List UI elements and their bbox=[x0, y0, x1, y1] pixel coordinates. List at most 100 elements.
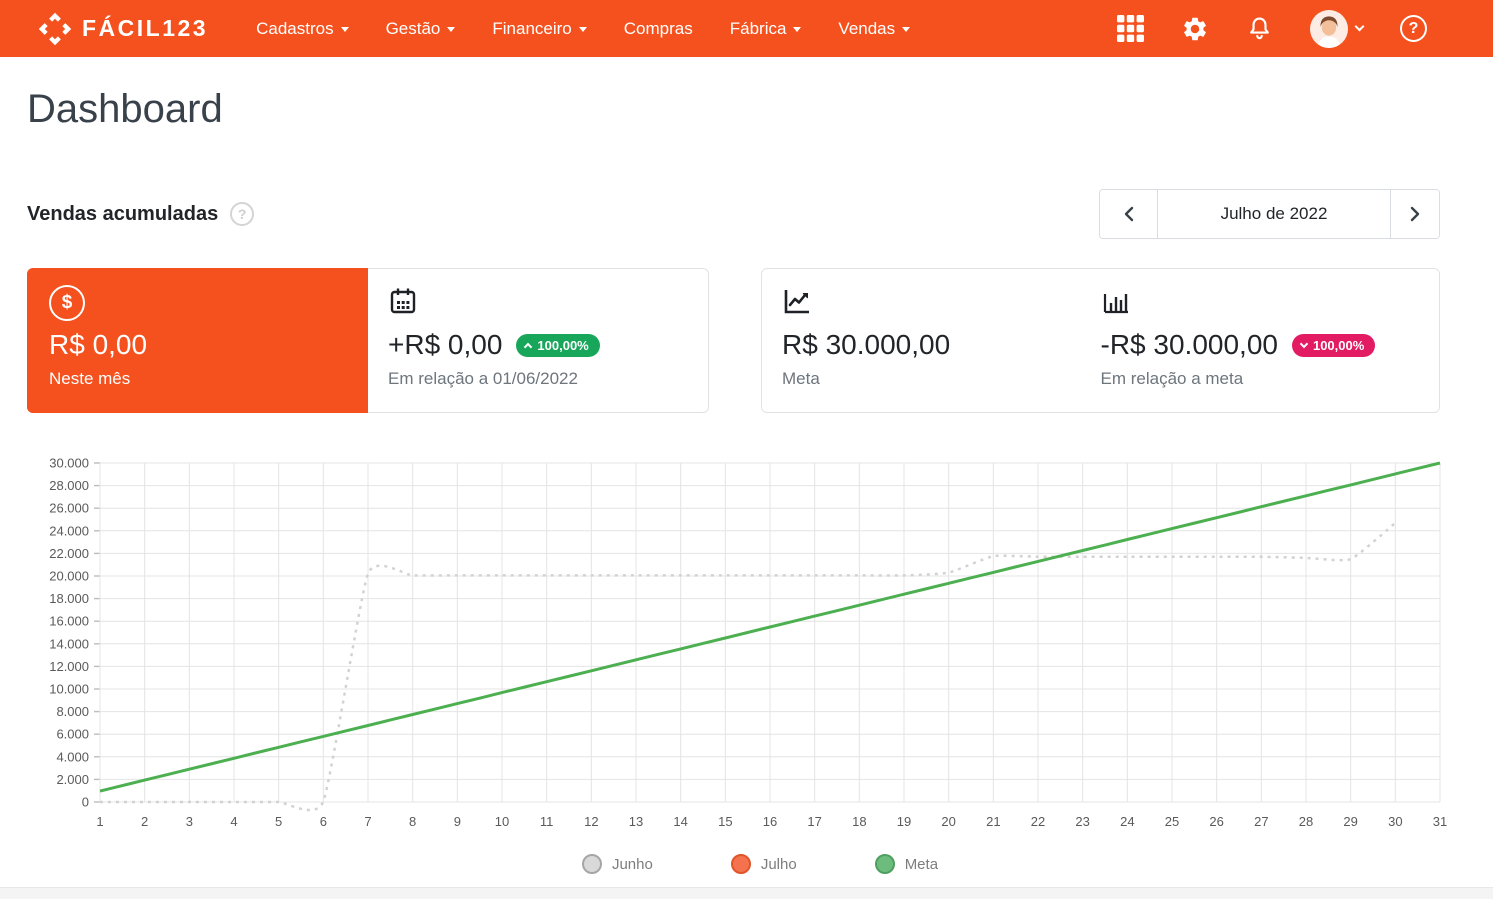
top-navigation-bar: FÁCIL123 Cadastros Gestão Financeiro Com… bbox=[0, 0, 1493, 57]
svg-text:24: 24 bbox=[1120, 814, 1134, 829]
nav-label: Compras bbox=[623, 18, 693, 38]
sales-chart-section: 0 2.000 4.000 6.000 8.000 10.000 12.000 14.000 1… bbox=[27, 447, 1493, 874]
chevron-left-icon bbox=[1124, 206, 1134, 222]
svg-text:18: 18 bbox=[852, 814, 866, 829]
gear-icon[interactable] bbox=[1181, 15, 1209, 43]
svg-text:19: 19 bbox=[897, 814, 911, 829]
top-actions: ? bbox=[1117, 9, 1493, 48]
svg-text:4: 4 bbox=[230, 814, 237, 829]
svg-text:8: 8 bbox=[409, 814, 416, 829]
svg-text:23: 23 bbox=[1075, 814, 1089, 829]
previous-month-button[interactable] bbox=[1100, 190, 1157, 238]
diamond-logo-icon bbox=[38, 12, 72, 46]
vs-goal-metric: -R$ 30.000,00 100,00% Em relação a meta bbox=[1101, 286, 1420, 395]
vs-previous-metric: +R$ 0,00 100,00% Em relação a 01/06/2022 bbox=[368, 269, 708, 412]
chevron-down-icon bbox=[1354, 21, 1365, 32]
nav-item-compras[interactable]: Compras bbox=[624, 19, 693, 39]
section-title: Vendas acumuladas bbox=[27, 202, 219, 225]
svg-text:31: 31 bbox=[1433, 814, 1447, 829]
brand-name: FÁCIL123 bbox=[82, 15, 209, 41]
svg-text:22.000: 22.000 bbox=[49, 546, 89, 561]
svg-text:10: 10 bbox=[495, 814, 509, 829]
svg-text:8.000: 8.000 bbox=[56, 704, 89, 719]
user-menu[interactable] bbox=[1310, 9, 1365, 48]
calendar-icon bbox=[388, 286, 688, 321]
legend-item-julho[interactable]: Julho bbox=[730, 854, 797, 874]
svg-text:20.000: 20.000 bbox=[49, 569, 89, 584]
sales-chart: 0 2.000 4.000 6.000 8.000 10.000 12.000 14.000 1… bbox=[49, 456, 1447, 830]
avatar bbox=[1310, 9, 1348, 48]
nav-item-cadastros[interactable]: Cadastros bbox=[256, 19, 349, 39]
svg-text:18.000: 18.000 bbox=[49, 591, 89, 606]
svg-text:17: 17 bbox=[807, 814, 821, 829]
svg-text:24.000: 24.000 bbox=[49, 523, 89, 538]
period-label[interactable]: Julho de 2022 bbox=[1157, 190, 1391, 238]
legend-label: Junho bbox=[611, 855, 653, 873]
badge-value: 100,00% bbox=[1312, 337, 1365, 353]
goal-label: Meta bbox=[782, 369, 820, 388]
apps-grid-icon[interactable] bbox=[1117, 15, 1144, 42]
nav-item-financeiro[interactable]: Financeiro bbox=[492, 19, 587, 39]
svg-text:2: 2 bbox=[141, 814, 148, 829]
caret-down-icon bbox=[1299, 339, 1309, 348]
bell-icon[interactable] bbox=[1246, 15, 1273, 42]
legend-dot-julho bbox=[730, 854, 751, 874]
svg-text:21: 21 bbox=[986, 814, 1000, 829]
legend-item-meta[interactable]: Meta bbox=[874, 854, 938, 874]
chart-legend: Junho Julho Meta bbox=[27, 854, 1493, 874]
svg-text:30.000: 30.000 bbox=[49, 456, 89, 471]
legend-dot-junho bbox=[581, 854, 602, 874]
svg-text:28: 28 bbox=[1299, 814, 1313, 829]
svg-text:11: 11 bbox=[540, 814, 554, 829]
svg-text:6: 6 bbox=[320, 814, 327, 829]
svg-text:16: 16 bbox=[763, 814, 777, 829]
vs-previous-label: Em relação a 01/06/2022 bbox=[388, 369, 578, 388]
caret-up-icon bbox=[524, 342, 533, 351]
svg-text:4.000: 4.000 bbox=[56, 749, 89, 764]
chevron-down-icon bbox=[447, 27, 456, 32]
svg-text:0: 0 bbox=[82, 795, 89, 810]
svg-text:29: 29 bbox=[1343, 814, 1357, 829]
nav-label: Gestão bbox=[385, 18, 441, 38]
svg-text:25: 25 bbox=[1165, 814, 1179, 829]
svg-text:7: 7 bbox=[364, 814, 371, 829]
legend-dot-meta bbox=[874, 854, 895, 874]
svg-text:12.000: 12.000 bbox=[49, 659, 89, 674]
svg-text:26.000: 26.000 bbox=[49, 501, 89, 516]
badge-value: 100,00% bbox=[537, 337, 589, 353]
line-chart-icon bbox=[782, 286, 1101, 321]
svg-text:26: 26 bbox=[1209, 814, 1223, 829]
legend-label: Julho bbox=[760, 855, 797, 873]
svg-text:10.000: 10.000 bbox=[49, 682, 89, 697]
nav-label: Vendas bbox=[838, 18, 896, 38]
svg-text:28.000: 28.000 bbox=[49, 478, 89, 493]
percent-up-badge: 100,00% bbox=[516, 333, 600, 357]
chevron-down-icon bbox=[340, 27, 349, 32]
nav-item-gestao[interactable]: Gestão bbox=[386, 19, 456, 39]
vs-goal-label: Em relação a meta bbox=[1100, 369, 1244, 388]
main-nav: Cadastros Gestão Financeiro Compras Fábr… bbox=[256, 18, 911, 39]
goal-card: R$ 30.000,00 Meta -R$ 30.000,00 100,00% bbox=[761, 268, 1440, 413]
section-help-icon[interactable]: ? bbox=[230, 202, 255, 226]
chevron-down-icon bbox=[793, 27, 802, 32]
current-month-metric: $ R$ 0,00 Neste mês bbox=[27, 268, 368, 413]
vs-previous-value: +R$ 0,00 bbox=[388, 329, 503, 360]
svg-text:3: 3 bbox=[186, 814, 193, 829]
svg-text:6.000: 6.000 bbox=[56, 727, 89, 742]
next-month-button[interactable] bbox=[1391, 190, 1439, 238]
legend-item-junho[interactable]: Junho bbox=[581, 854, 653, 874]
section-header: Vendas acumuladas ? Julho de 2022 bbox=[27, 189, 1440, 239]
svg-text:5: 5 bbox=[275, 814, 282, 829]
current-month-value: R$ 0,00 bbox=[49, 329, 148, 360]
period-navigator: Julho de 2022 bbox=[1099, 189, 1440, 239]
brand-logo[interactable]: FÁCIL123 bbox=[38, 12, 208, 46]
help-icon[interactable]: ? bbox=[1400, 15, 1427, 42]
chevron-down-icon bbox=[578, 27, 587, 32]
nav-item-vendas[interactable]: Vendas bbox=[838, 18, 911, 39]
svg-text:14: 14 bbox=[673, 814, 687, 829]
chevron-right-icon bbox=[1410, 206, 1419, 222]
current-month-label: Neste mês bbox=[49, 369, 131, 388]
svg-text:30: 30 bbox=[1388, 814, 1402, 829]
svg-text:14.000: 14.000 bbox=[49, 636, 89, 651]
nav-item-fabrica[interactable]: Fábrica bbox=[730, 19, 802, 39]
